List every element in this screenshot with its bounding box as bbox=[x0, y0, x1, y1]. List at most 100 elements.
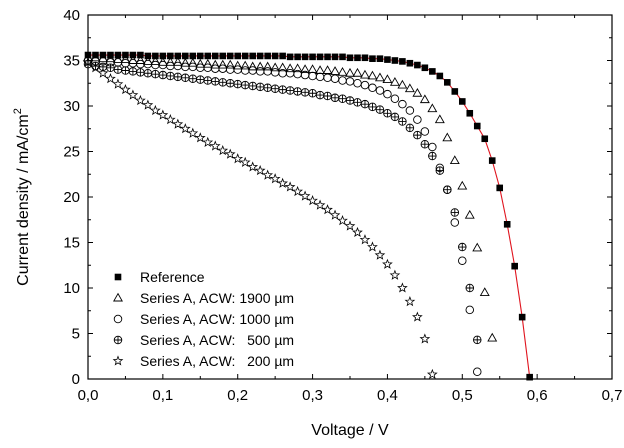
data-point bbox=[99, 51, 107, 59]
data-point bbox=[315, 90, 325, 100]
data-point bbox=[360, 99, 370, 109]
data-point bbox=[323, 91, 332, 101]
y-tick-label: 0 bbox=[72, 371, 80, 388]
data-point bbox=[97, 67, 109, 78]
data-point bbox=[322, 65, 333, 74]
data-point bbox=[262, 61, 273, 71]
x-tick-label: 0,6 bbox=[527, 387, 548, 404]
data-point bbox=[224, 148, 236, 159]
data-point bbox=[511, 262, 518, 270]
data-point bbox=[112, 78, 124, 89]
data-point bbox=[299, 190, 311, 201]
data-point bbox=[330, 66, 341, 75]
x-tick-label: 0,5 bbox=[452, 387, 473, 404]
data-point bbox=[413, 115, 422, 124]
data-point bbox=[481, 135, 489, 143]
x-tick-label: 0,2 bbox=[227, 387, 248, 404]
data-point bbox=[496, 184, 504, 192]
data-point bbox=[211, 52, 219, 60]
data-point bbox=[127, 55, 138, 64]
series-2 bbox=[83, 56, 482, 376]
data-point bbox=[218, 78, 227, 87]
data-point bbox=[384, 56, 391, 63]
data-point bbox=[353, 98, 362, 107]
data-point bbox=[129, 51, 137, 59]
data-point bbox=[308, 71, 317, 81]
data-point bbox=[449, 155, 460, 165]
y-tick-label: 25 bbox=[63, 144, 80, 161]
data-point bbox=[166, 71, 175, 81]
legend-item: Series A, ACW: 500 µm bbox=[113, 332, 294, 348]
data-point bbox=[473, 335, 482, 345]
data-point bbox=[383, 89, 392, 99]
data-point bbox=[427, 103, 438, 113]
data-point bbox=[450, 218, 460, 227]
y-tick-label: 5 bbox=[72, 326, 80, 343]
data-point bbox=[398, 117, 407, 126]
data-point bbox=[241, 52, 249, 60]
data-point bbox=[420, 127, 430, 136]
y-tick-label: 10 bbox=[63, 280, 80, 297]
data-point bbox=[164, 114, 176, 125]
data-point bbox=[419, 333, 431, 344]
data-point bbox=[135, 94, 146, 106]
data-point bbox=[294, 53, 301, 61]
data-point bbox=[143, 68, 153, 78]
legend-marker bbox=[114, 273, 122, 281]
data-point bbox=[256, 52, 264, 60]
data-point bbox=[406, 59, 414, 67]
data-point bbox=[458, 242, 467, 252]
data-point bbox=[187, 127, 199, 138]
data-point bbox=[91, 61, 100, 71]
data-point bbox=[338, 94, 347, 103]
data-point bbox=[263, 67, 272, 76]
data-point bbox=[293, 87, 302, 96]
data-point bbox=[151, 69, 160, 79]
data-point bbox=[232, 153, 244, 164]
data-point bbox=[179, 123, 191, 134]
data-point bbox=[412, 87, 423, 97]
data-point bbox=[203, 76, 213, 85]
data-point bbox=[473, 367, 482, 376]
data-point bbox=[399, 58, 406, 65]
legend-item: Series A, ACW: 200 µm bbox=[112, 353, 294, 369]
data-point bbox=[204, 52, 212, 60]
axes: 0,0 0,1 0,2 0,3 0,4 0,5 0,6 0,7 0 5 10 15 20 25 30 35 40 bbox=[63, 7, 622, 404]
x-tick-label: 0,1 bbox=[152, 387, 173, 404]
data-point bbox=[368, 102, 377, 112]
data-point bbox=[232, 60, 243, 70]
data-point bbox=[165, 57, 176, 66]
data-point bbox=[247, 61, 258, 71]
data-point bbox=[271, 52, 279, 60]
data-point bbox=[277, 62, 288, 72]
data-point bbox=[518, 313, 526, 321]
data-point bbox=[375, 86, 385, 95]
data-point bbox=[187, 57, 198, 67]
data-point bbox=[389, 269, 401, 280]
data-point bbox=[429, 68, 436, 75]
data-point bbox=[152, 52, 159, 60]
data-point bbox=[262, 169, 274, 180]
data-point bbox=[369, 55, 376, 62]
x-tick-label: 0,3 bbox=[302, 387, 323, 404]
data-point bbox=[278, 85, 287, 94]
x-axis-title: Voltage / V bbox=[311, 422, 389, 439]
data-point bbox=[114, 51, 122, 59]
data-point bbox=[263, 83, 272, 93]
data-point bbox=[383, 109, 392, 118]
data-point bbox=[314, 199, 326, 210]
data-point bbox=[330, 93, 340, 103]
data-point bbox=[451, 88, 459, 95]
data-point bbox=[353, 78, 362, 88]
data-point bbox=[442, 132, 453, 142]
data-point bbox=[322, 204, 333, 215]
data-point bbox=[465, 283, 475, 293]
data-point bbox=[444, 79, 451, 86]
y-axis-title-superscript: 2 bbox=[12, 108, 24, 114]
data-point bbox=[315, 72, 325, 82]
series-4 bbox=[82, 56, 438, 380]
data-point bbox=[158, 70, 168, 80]
data-point bbox=[120, 54, 131, 64]
data-point bbox=[226, 52, 234, 60]
data-point bbox=[285, 86, 295, 95]
